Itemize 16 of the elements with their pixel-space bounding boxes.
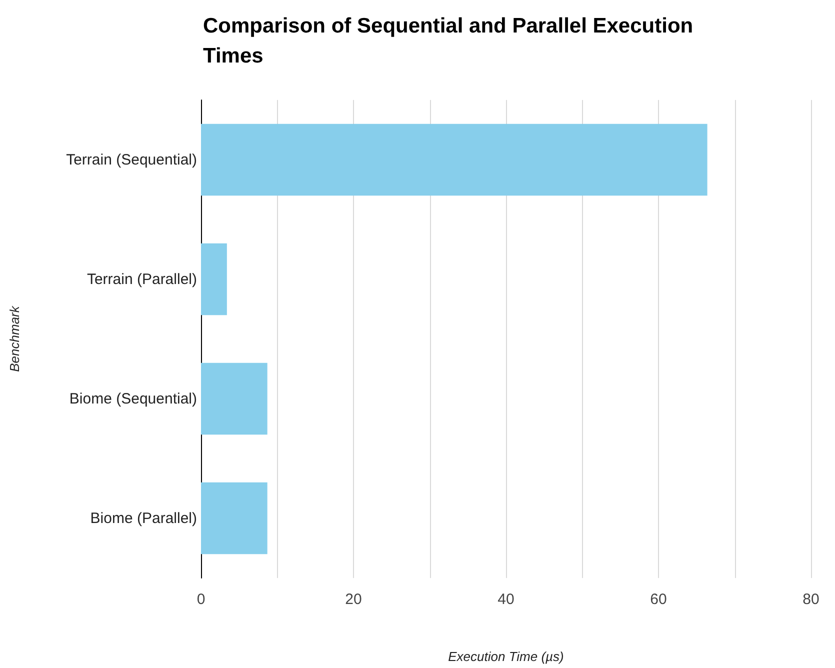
chart-title: Comparison of Sequential and Parallel Execution Times xyxy=(203,14,699,68)
y-tick-label: Terrain (Sequential) xyxy=(66,151,197,168)
x-tick-label: 60 xyxy=(650,591,667,608)
y-axis-title: Benchmark xyxy=(7,304,22,372)
y-tick-label: Terrain (Parallel) xyxy=(86,270,197,288)
x-tick-label: 40 xyxy=(498,591,514,608)
bar xyxy=(201,243,227,316)
x-tick-label: 0 xyxy=(196,591,206,608)
bar xyxy=(201,482,268,554)
x-tick-label: 20 xyxy=(345,591,362,608)
bar xyxy=(201,124,708,196)
y-tick-label: Biome (Parallel) xyxy=(90,510,197,527)
x-axis-title: Execution Time (µs) xyxy=(448,649,564,664)
bar xyxy=(201,362,268,435)
y-tick-label: Biome (Sequential) xyxy=(69,390,197,408)
x-tick-label: 80 xyxy=(802,591,820,608)
